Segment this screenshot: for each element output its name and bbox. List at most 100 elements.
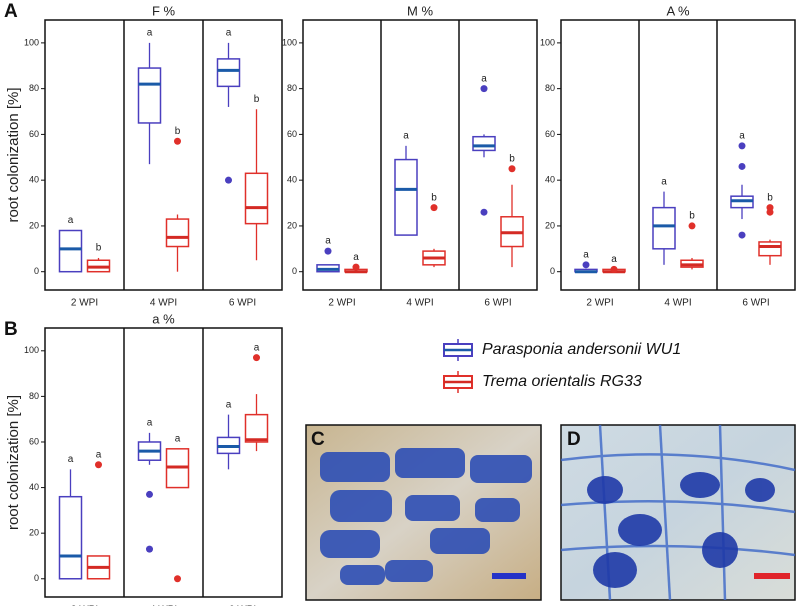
- y-tick-label: 40: [287, 175, 297, 185]
- x-tick-label: 2 WPI: [71, 298, 98, 309]
- chart-title: A %: [666, 3, 690, 18]
- x-tick-label: 6 WPI: [742, 298, 769, 309]
- micrograph: [305, 424, 542, 601]
- x-tick-label: 2 WPI: [328, 298, 355, 309]
- x-tick-label: 4 WPI: [150, 605, 177, 606]
- y-tick-label: 0: [34, 573, 39, 583]
- y-tick-label: 20: [545, 220, 555, 230]
- plot-frame: [302, 19, 538, 291]
- significance-letter: b: [689, 211, 695, 222]
- y-tick-label: 100: [540, 37, 555, 47]
- significance-letter: b: [175, 126, 181, 137]
- significance-letter: a: [147, 418, 153, 429]
- panel-label: B: [4, 319, 18, 340]
- plot-frame: [560, 19, 796, 291]
- outlier: [253, 354, 260, 362]
- y-tick-label: 80: [287, 83, 297, 93]
- y-tick-label: 40: [29, 175, 39, 185]
- outlier: [146, 490, 153, 498]
- y-tick-label: 60: [287, 129, 297, 139]
- box: [58, 495, 83, 580]
- legend-label: Trema orientalis RG33: [482, 373, 642, 390]
- y-tick-label: 80: [545, 83, 555, 93]
- x-tick-label: 4 WPI: [406, 298, 433, 309]
- outlier: [352, 263, 360, 271]
- y-tick-label: 40: [29, 482, 39, 492]
- outlier: [430, 204, 438, 212]
- x-tick-label: 6 WPI: [484, 298, 511, 309]
- plot-frame: [44, 19, 283, 291]
- x-tick-label: 2 WPI: [586, 298, 613, 309]
- outlier: [688, 222, 696, 230]
- x-tick-label: 2 WPI: [71, 605, 98, 606]
- plot-frame: [44, 327, 283, 598]
- box: [758, 241, 782, 257]
- x-tick-label: 6 WPI: [229, 298, 256, 309]
- box: [394, 158, 418, 236]
- y-tick-label: 0: [550, 266, 555, 276]
- outlier: [225, 176, 232, 184]
- y-tick-label: 100: [282, 37, 297, 47]
- significance-letter: a: [739, 130, 745, 141]
- micrograph: [560, 424, 796, 601]
- box: [472, 135, 496, 152]
- y-tick-label: 60: [29, 129, 39, 139]
- significance-letter: a: [226, 28, 232, 39]
- significance-letter: a: [661, 176, 667, 187]
- panel-label: A: [4, 1, 18, 22]
- box: [244, 172, 269, 225]
- y-tick-label: 20: [29, 220, 39, 230]
- outlier: [738, 231, 746, 239]
- x-tick-label: 6 WPI: [229, 605, 256, 606]
- panel-label: C: [311, 429, 325, 450]
- y-tick-label: 80: [29, 83, 39, 93]
- significance-letter: b: [767, 192, 773, 203]
- significance-letter: a: [325, 236, 331, 247]
- significance-letter: a: [353, 252, 359, 263]
- chart-title: M %: [407, 3, 433, 18]
- y-tick-label: 100: [24, 345, 39, 355]
- box: [216, 58, 241, 88]
- significance-letter: a: [226, 399, 232, 410]
- significance-letter: a: [147, 28, 153, 39]
- outlier: [766, 204, 774, 212]
- significance-letter: a: [68, 215, 74, 226]
- outlier: [480, 85, 488, 93]
- chart-title: F %: [152, 3, 176, 18]
- outlier: [582, 261, 590, 269]
- y-tick-label: 60: [29, 436, 39, 446]
- box: [652, 206, 676, 250]
- y-tick-label: 80: [29, 391, 39, 401]
- significance-letter: a: [403, 130, 409, 141]
- y-tick-label: 20: [29, 528, 39, 538]
- outlier: [174, 575, 181, 583]
- y-tick-label: 0: [34, 266, 39, 276]
- significance-letter: b: [509, 153, 515, 164]
- significance-letter: a: [96, 449, 102, 460]
- legend-label: Parasponia andersonii WU1: [482, 341, 681, 358]
- box: [137, 67, 162, 124]
- significance-letter: b: [96, 243, 102, 254]
- outlier: [480, 208, 488, 216]
- x-tick-label: 4 WPI: [664, 298, 691, 309]
- significance-letter: b: [254, 94, 260, 105]
- y-tick-label: 60: [545, 129, 555, 139]
- significance-letter: a: [68, 454, 74, 465]
- y-tick-label: 20: [287, 220, 297, 230]
- outlier: [324, 247, 332, 255]
- significance-letter: b: [431, 192, 437, 203]
- significance-letter: a: [611, 254, 617, 265]
- outlier: [610, 265, 618, 273]
- y-axis-label: root colonization [%]: [5, 395, 22, 530]
- y-axis-label: root colonization [%]: [5, 87, 22, 222]
- x-tick-label: 4 WPI: [150, 298, 177, 309]
- outlier: [738, 162, 746, 170]
- significance-letter: a: [175, 433, 181, 444]
- outlier: [146, 545, 153, 553]
- significance-letter: a: [254, 342, 260, 353]
- box: [165, 218, 190, 248]
- y-tick-label: 0: [292, 266, 297, 276]
- box: [58, 229, 83, 273]
- outlier: [738, 142, 746, 150]
